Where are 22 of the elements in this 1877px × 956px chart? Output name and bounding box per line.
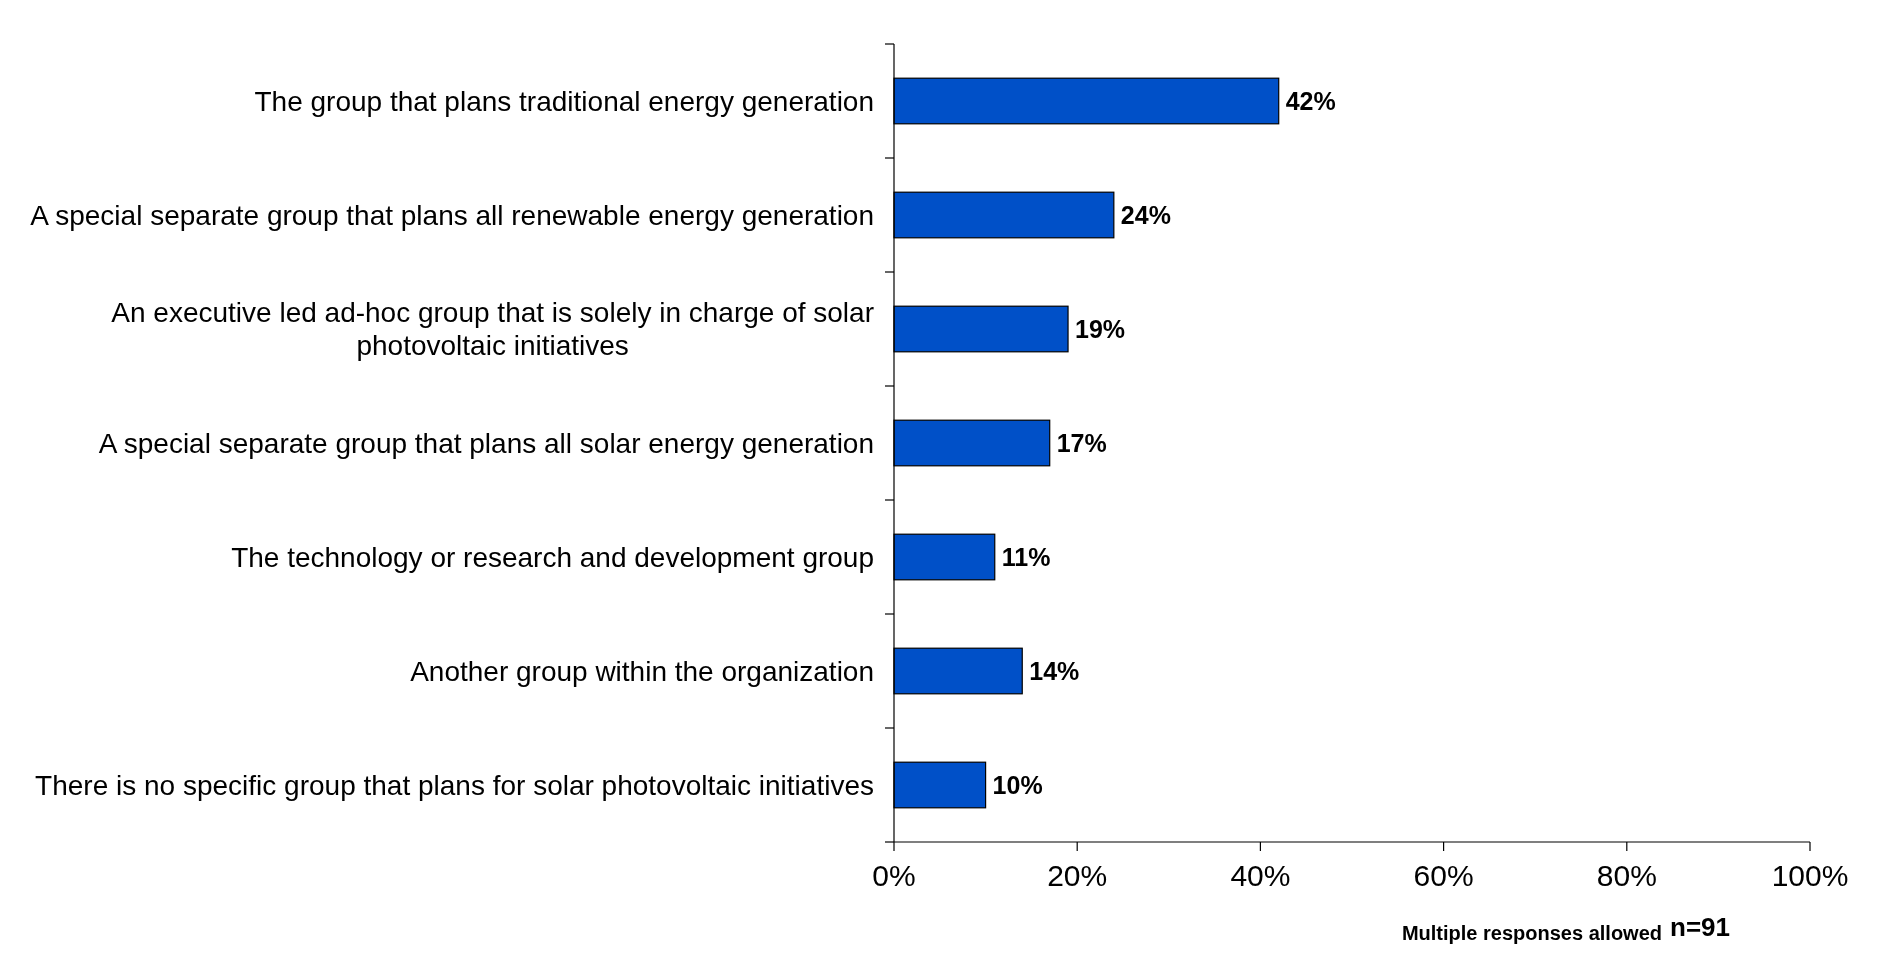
text: n=91 [1670, 912, 1730, 942]
data-label: 10% [992, 770, 1043, 799]
x-tick-label: 40% [1230, 859, 1291, 892]
y-tick-label: An executive led ad-hoc group that is solely in charge of solar photovoltaic initiatives [111, 297, 875, 362]
data-label: 19% [1075, 314, 1126, 343]
data-label: 11% [1001, 542, 1051, 571]
data-label: 24% [1120, 200, 1171, 229]
x-tick-label: 80% [1596, 859, 1657, 892]
data-label: 14% [1029, 656, 1080, 685]
y-tick-label: There is no specific group that plans for solar photovoltaic initiatives [35, 769, 874, 801]
data-label: 42% [1285, 86, 1336, 115]
x-tick-label: 0% [872, 859, 916, 892]
x-tick-label: 100% [1771, 859, 1849, 892]
data-label: 17% [1056, 428, 1107, 457]
x-tick-label: 60% [1413, 859, 1474, 892]
x-tick-label: 20% [1047, 859, 1108, 892]
y-tick-label: The technology or research and development group [231, 541, 874, 573]
y-tick-label: The group that plans traditional energy generation [254, 85, 874, 117]
text: Multiple responses allowed [1401, 922, 1662, 944]
y-tick-label: A special separate group that plans all renewable energy generation [30, 199, 874, 231]
y-tick-label: Another group within the organization [410, 655, 874, 687]
y-tick-label: A special separate group that plans all solar energy generation [98, 427, 874, 459]
